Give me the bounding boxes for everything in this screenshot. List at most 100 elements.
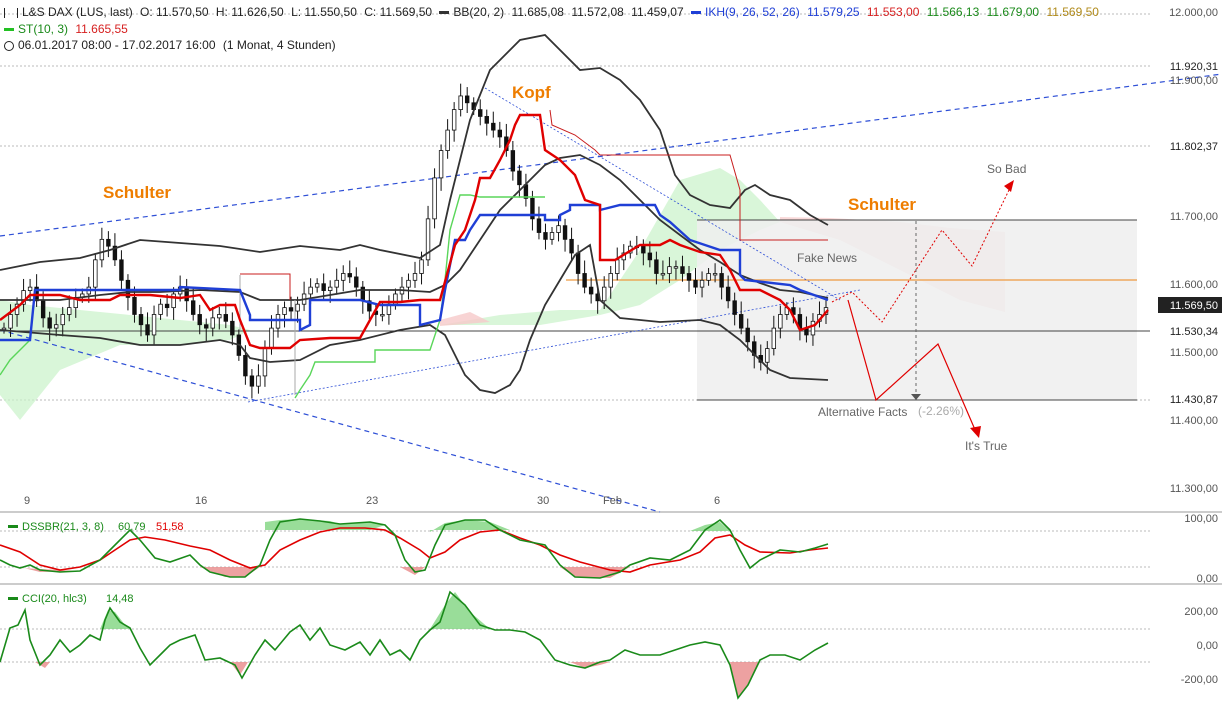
supertrend-lower-gray (239, 275, 296, 395)
price-flag: 11.430,87 (1170, 394, 1218, 406)
price-flag: 11.920,31 (1170, 61, 1218, 73)
candle-body (738, 314, 744, 329)
candle-body (138, 314, 144, 326)
candle-body (745, 327, 750, 343)
cci-label: CCI(20, hlc3) (22, 593, 87, 605)
last-price-flag-bg (1158, 297, 1222, 313)
candle-body (112, 245, 118, 261)
candle-body (256, 375, 261, 387)
candle-body (282, 307, 287, 315)
candlestick-icon (4, 7, 18, 18)
y-tick-label: 12.000,00 (1169, 7, 1218, 19)
candle-body (778, 314, 783, 329)
candle-body (732, 300, 737, 315)
candle-body (334, 279, 339, 288)
candle-body (288, 307, 294, 312)
candle-body (230, 320, 235, 336)
candle-body (223, 314, 229, 322)
supertrend-upper (240, 109, 828, 300)
dssbr-fast (0, 518, 829, 579)
st-swatch (4, 28, 14, 32)
candle-body (106, 238, 111, 247)
candle-body (419, 259, 424, 274)
ohlc-low: L: 11.550,50 (291, 5, 357, 19)
candle-body (510, 150, 516, 172)
x-tick-label: 30 (537, 495, 549, 507)
bollinger-middle (0, 154, 829, 301)
candle-body (204, 324, 209, 329)
candle-body (765, 348, 770, 363)
y-tick-label: 11.900,00 (1170, 75, 1218, 87)
annotation-fake-news: Fake News (797, 251, 857, 265)
ohlc-open: O: 11.570,50 (140, 5, 209, 19)
candle-body (569, 238, 574, 254)
ikh-value-1: 11.579,25 (807, 5, 860, 19)
range-box (697, 220, 1137, 400)
ikh-value-4: 11.679,00 (986, 5, 1040, 19)
candle-body (458, 95, 463, 110)
bb-value-lower: 11.459,07 (631, 5, 684, 19)
cci-positive-fill (100, 592, 490, 629)
bb-label: BB(20, 2) (453, 5, 505, 19)
st-value: 11.665,55 (75, 22, 128, 36)
annotation-its-true: It's True (965, 439, 1008, 453)
candle-body (249, 375, 255, 387)
candle-body (464, 95, 470, 104)
x-tick-label: 16 (195, 495, 207, 507)
candle-body (641, 245, 646, 254)
ikh-value-5: 11.569,50 (1046, 5, 1099, 19)
dssbr-slow (0, 527, 829, 573)
candle-body (608, 273, 613, 288)
x-tick-label: 6 (714, 495, 720, 507)
candle-body (562, 225, 568, 240)
candle-body (706, 273, 711, 281)
candle-body (21, 290, 26, 305)
candle-body (699, 279, 705, 288)
candle-body (184, 286, 189, 302)
candle-body (680, 266, 685, 274)
candle-body (771, 327, 777, 350)
bollinger-upper (0, 34, 829, 271)
candle-body (556, 225, 561, 233)
candle-body (308, 286, 313, 295)
ikh-swatch (691, 11, 701, 15)
cci-legend-swatch (8, 597, 18, 600)
candle-body (380, 314, 385, 317)
candle-body (354, 276, 359, 288)
candle-body (367, 300, 372, 312)
candle-body (67, 307, 72, 315)
candles (1, 83, 829, 399)
candle-body (719, 273, 724, 288)
candle-body (243, 355, 248, 377)
candle-body (53, 324, 59, 329)
candle-body (693, 279, 698, 288)
candle-body (27, 286, 33, 291)
candle-body (667, 266, 672, 274)
candle-body (484, 116, 489, 124)
candle-body (647, 252, 653, 261)
x-tick-label: Feb (603, 495, 622, 507)
candle-body (406, 279, 411, 288)
ikh-label: IKH(9, 26, 52, 26) (705, 5, 800, 19)
candle-body (321, 283, 326, 291)
candle-body (445, 129, 450, 151)
candle-body (314, 283, 320, 288)
candle-body (425, 218, 431, 261)
candle-body (712, 273, 718, 276)
date-range: 06.01.2017 08:00 - 17.02.2017 16:00 (18, 38, 216, 52)
candle-body (190, 300, 196, 315)
st-label: ST(10, 3) (18, 22, 69, 36)
cci-value: 14,48 (106, 593, 134, 605)
candle-body (432, 177, 437, 220)
candle-body (478, 109, 483, 117)
candle-body (451, 109, 457, 131)
candle-body (158, 303, 163, 315)
ikh-value-2: 11.553,00 (866, 5, 920, 19)
x-axis: 9 16 23 30 Feb 6 (24, 495, 720, 507)
last-price-flag: 11.569,50 (1170, 300, 1218, 312)
candle-body (93, 259, 98, 288)
y-axis: 12.000,00 11.900,00 11.700,00 11.600,00 … (1158, 7, 1222, 686)
candle-body (132, 296, 137, 315)
cci-negative-fill (35, 662, 760, 698)
